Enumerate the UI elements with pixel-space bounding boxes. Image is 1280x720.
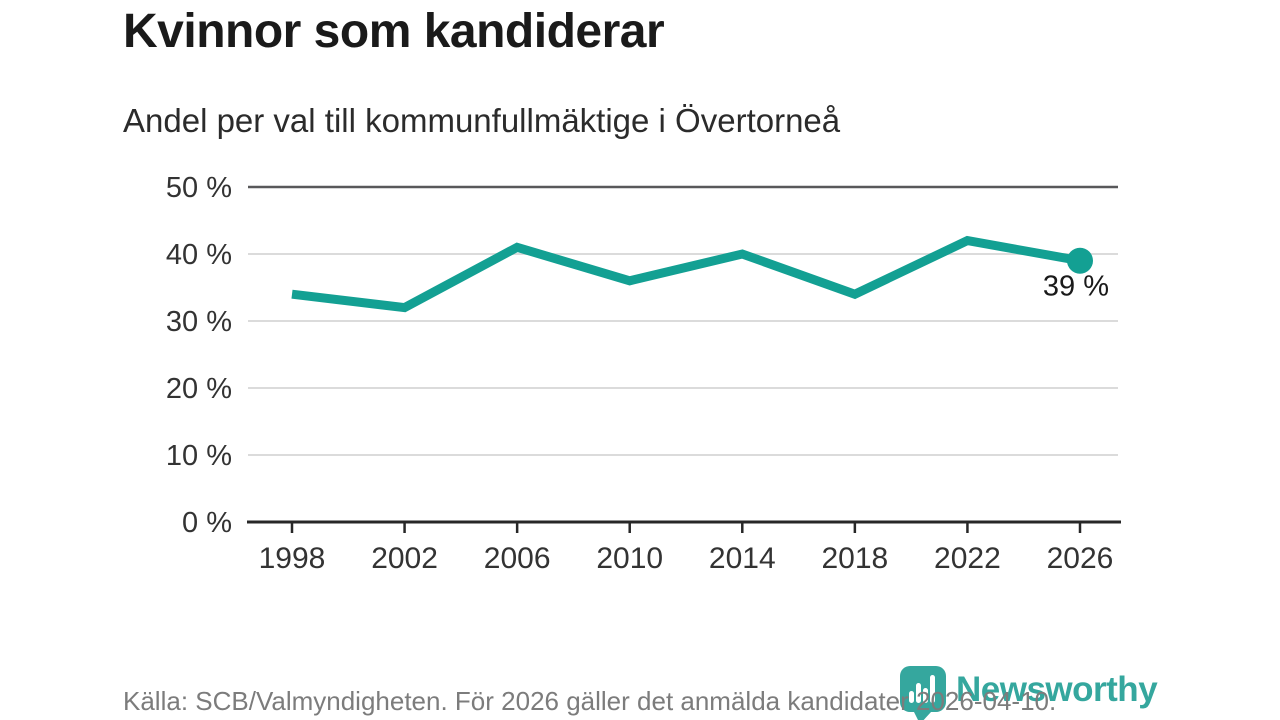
chart-subtitle: Andel per val till kommunfullmäktige i Ö…: [123, 102, 841, 139]
end-point-label: 39 %: [1043, 271, 1109, 303]
x-tick-label: 2026: [1047, 542, 1114, 575]
y-tick-label: 30 %: [166, 306, 232, 338]
y-tick-label: 20 %: [166, 373, 232, 405]
y-tick-label: 0 %: [182, 507, 232, 539]
x-tick-label: 2018: [821, 542, 888, 575]
y-tick-label: 50 %: [166, 172, 232, 204]
x-tick-label: 1998: [259, 542, 326, 575]
series-line: [291, 235, 1081, 313]
source-note: Källa: SCB/Valmyndigheten. För 2026 gäll…: [123, 686, 1057, 716]
y-tick-label: 10 %: [166, 440, 232, 472]
x-tick-label: 2022: [934, 542, 1001, 575]
logo-wordmark: Newsworthy: [956, 670, 1158, 709]
x-tick-label: 2014: [709, 542, 776, 575]
bar-chart-pin-icon: [900, 666, 946, 720]
y-tick-label: 40 %: [166, 239, 232, 271]
page-title: Kvinnor som kandiderar: [123, 5, 665, 58]
x-tick-label: 2006: [484, 542, 551, 575]
end-point-marker: [1067, 247, 1093, 274]
x-tick-label: 2002: [371, 542, 438, 575]
x-tick-label: 2010: [596, 542, 663, 575]
newsworthy-logo: Newsworthy: [900, 666, 1158, 720]
